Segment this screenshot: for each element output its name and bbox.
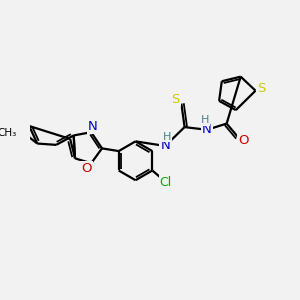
Text: O: O [238,134,249,147]
Text: H: H [163,131,172,142]
Text: N: N [160,140,170,152]
Text: H: H [201,115,209,125]
Text: O: O [81,162,92,175]
Text: S: S [257,82,266,95]
Text: S: S [171,93,180,106]
Text: N: N [202,123,212,136]
Text: CH₃: CH₃ [0,128,16,138]
Text: N: N [88,120,98,133]
Text: Cl: Cl [160,176,172,189]
